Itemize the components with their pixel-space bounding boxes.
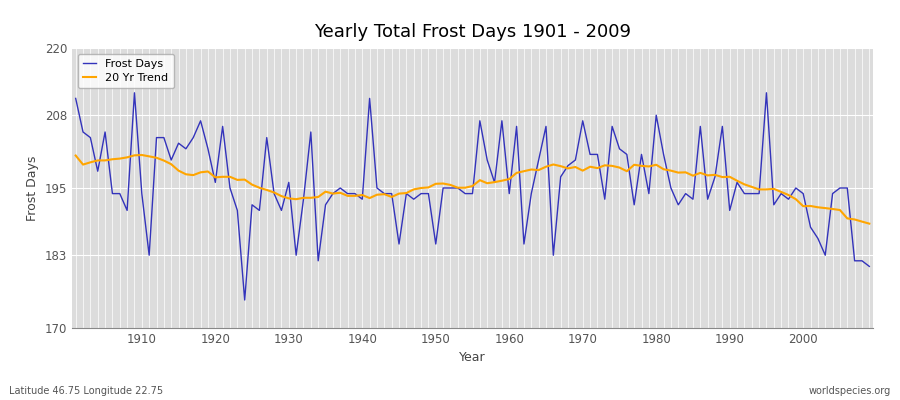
20 Yr Trend bbox=[129, 153, 140, 158]
Y-axis label: Frost Days: Frost Days bbox=[26, 155, 40, 221]
Frost Days bbox=[349, 191, 360, 196]
Frost Days bbox=[239, 298, 250, 302]
Line: Frost Days: Frost Days bbox=[76, 93, 869, 300]
Frost Days bbox=[518, 242, 529, 246]
Frost Days bbox=[511, 124, 522, 129]
Frost Days bbox=[305, 130, 316, 134]
Frost Days bbox=[137, 191, 148, 196]
Text: worldspecies.org: worldspecies.org bbox=[809, 386, 891, 396]
Text: Latitude 46.75 Longitude 22.75: Latitude 46.75 Longitude 22.75 bbox=[9, 386, 163, 396]
20 Yr Trend bbox=[504, 177, 515, 182]
20 Yr Trend bbox=[864, 221, 875, 226]
Frost Days bbox=[864, 264, 875, 269]
Line: 20 Yr Trend: 20 Yr Trend bbox=[76, 155, 869, 224]
Legend: Frost Days, 20 Yr Trend: Frost Days, 20 Yr Trend bbox=[77, 54, 174, 88]
20 Yr Trend bbox=[599, 163, 610, 168]
20 Yr Trend bbox=[70, 153, 81, 158]
Title: Yearly Total Frost Days 1901 - 2009: Yearly Total Frost Days 1901 - 2009 bbox=[314, 23, 631, 41]
Frost Days bbox=[607, 124, 617, 129]
20 Yr Trend bbox=[137, 152, 148, 157]
20 Yr Trend bbox=[298, 195, 309, 200]
Frost Days bbox=[129, 90, 140, 95]
20 Yr Trend bbox=[342, 194, 353, 198]
Frost Days bbox=[70, 96, 81, 101]
X-axis label: Year: Year bbox=[459, 352, 486, 364]
20 Yr Trend bbox=[511, 170, 522, 175]
